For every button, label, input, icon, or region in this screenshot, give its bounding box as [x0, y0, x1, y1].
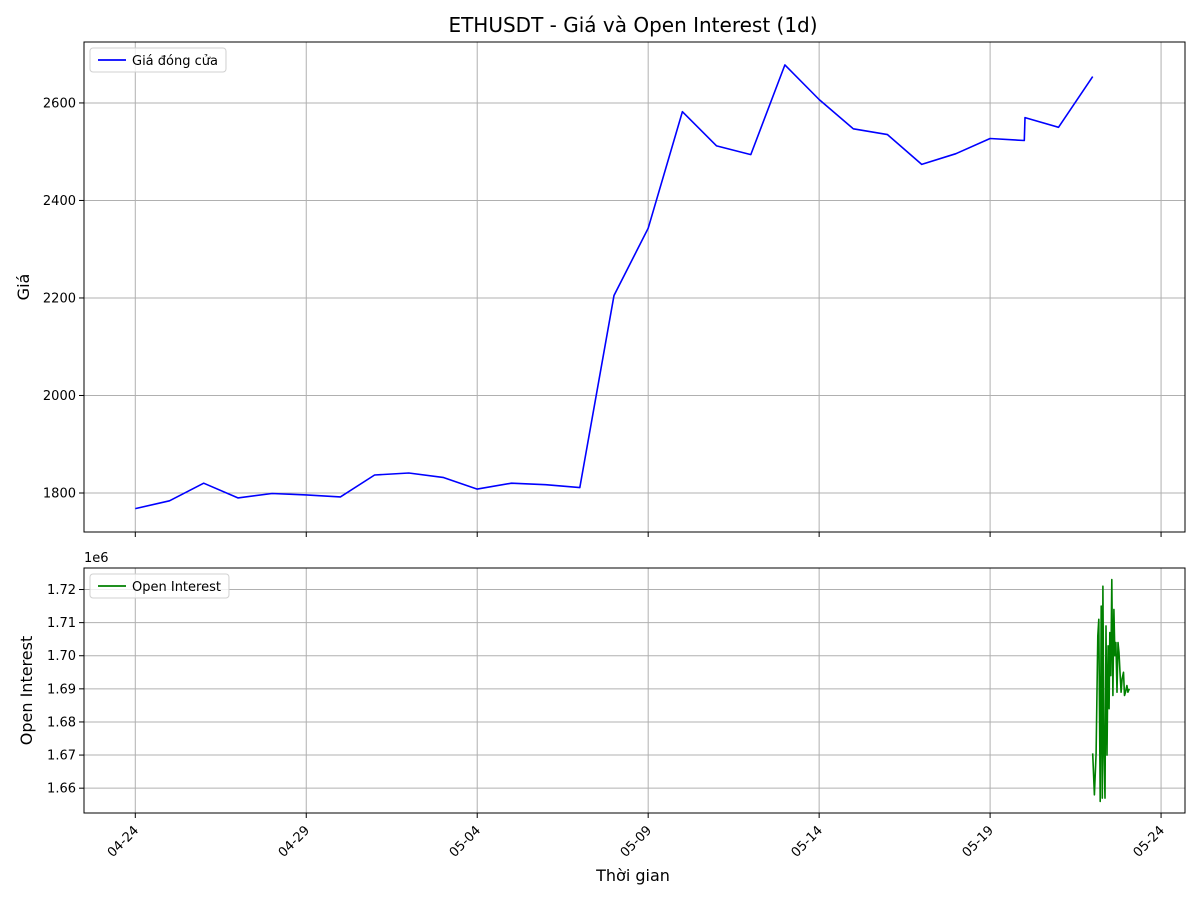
y-tick-label: 2200	[43, 291, 76, 306]
y-tick-label: 1.69	[47, 682, 76, 697]
y-tick-label: 1800	[43, 486, 76, 501]
y-tick-label: 1.66	[47, 782, 76, 797]
price-series	[135, 64, 1094, 510]
series-line	[135, 64, 1094, 510]
y-tick-label: 2000	[43, 389, 76, 404]
oi-legend-box	[89, 573, 230, 599]
oi-legend-label: Open Interest	[132, 580, 221, 595]
oi-y-ticks: 1.66 1.67 1.68 1.69 1.70 1.71 1.72	[47, 583, 84, 797]
y-tick-label: 2400	[43, 194, 76, 209]
x-axis-label: Thời gian	[595, 866, 670, 885]
x-tick-label: 05-14	[789, 823, 826, 860]
x-tick-label: 05-09	[618, 823, 655, 860]
open-interest-panel: 1.661.671.681.691.701.711.72 04-24 04-29 0…	[17, 551, 1186, 861]
y-tick-label: 1.68	[47, 715, 76, 730]
price-legend: Giá đóng cửa	[89, 47, 227, 73]
x-tick-label: 05-04	[447, 823, 484, 860]
y-tick-label: 1.72	[47, 583, 76, 598]
oi-x-ticks: 04-24 04-29 05-04 05-09 05-14 05-19 05-24	[105, 813, 1168, 861]
x-tick-label: 04-29	[276, 823, 313, 860]
series-line	[1091, 578, 1131, 803]
x-tick-label: 05-24	[1131, 823, 1168, 860]
chart-title: ETHUSDT - Giá và Open Interest (1d)	[448, 13, 817, 37]
price-y-ticks: 1800 2000 2200 2400 2600	[43, 96, 84, 501]
price-y-axis-label: Giá	[14, 274, 33, 301]
oi-offset-label: 1e6	[84, 551, 109, 566]
oi-grid	[84, 568, 1185, 813]
price-plot-frame	[83, 41, 1186, 533]
price-grid	[84, 42, 1185, 532]
price-x-ticks	[134, 532, 1162, 537]
oi-plot-frame	[83, 567, 1186, 814]
x-tick-label: 05-19	[960, 823, 997, 860]
y-tick-label: 1.67	[47, 749, 76, 764]
price-panel: 1800 2000 2200 2400 2600 Giá Giá đóng cửa	[14, 41, 1186, 537]
y-tick-label: 1.70	[47, 649, 76, 664]
y-tick-label: 1.71	[47, 616, 76, 631]
oi-y-axis-label: Open Interest	[17, 636, 36, 745]
oi-series	[1091, 578, 1131, 803]
price-legend-label: Giá đóng cửa	[132, 54, 218, 69]
price-legend-box	[89, 47, 227, 73]
x-tick-label: 04-24	[105, 823, 142, 860]
y-tick-label: 2600	[43, 96, 76, 111]
oi-legend: Open Interest	[89, 573, 230, 599]
